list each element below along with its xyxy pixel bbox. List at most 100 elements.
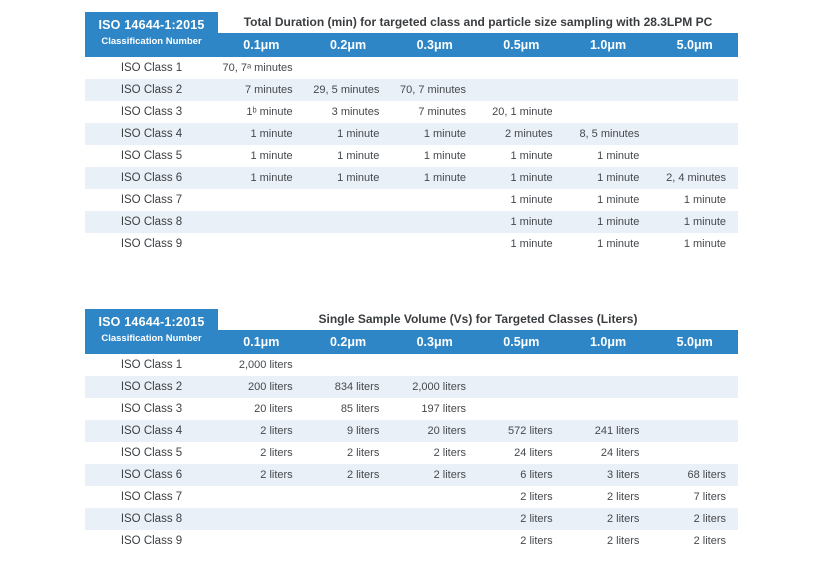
- data-cell: [565, 376, 652, 398]
- data-cell: 2 liters: [693, 535, 727, 547]
- data-cell: 2 liters: [520, 491, 553, 503]
- data-cell: 572 liters: [508, 425, 553, 437]
- data-cell: 2,000 liters: [412, 381, 467, 393]
- row-label: ISO Class 1: [120, 359, 183, 371]
- row-label: ISO Class 4: [120, 425, 183, 437]
- sample-volume-table-title: Single Sample Volume (Vs) for Targeted C…: [218, 309, 738, 330]
- data-cell: 1 minute: [597, 194, 640, 206]
- table-row: ISO Class 4 2 liters 9 liters 20 liters 572 …: [85, 420, 738, 442]
- data-cell: 2 liters: [433, 469, 467, 481]
- data-cell: [305, 211, 392, 233]
- data-cell: 20 liters: [427, 425, 467, 437]
- column-header: 1.0μm: [589, 38, 627, 52]
- table-row: ISO Class 5 1 minute 1 minute 1 minute 1 min…: [85, 145, 738, 167]
- data-cell: [305, 189, 392, 211]
- data-cell: 8, 5 minutes: [579, 128, 640, 140]
- sample-volume-column-header-bar: 0.1μm 0.2μm 0.3μm 0.5μm 1.0μm 5.0μm: [218, 330, 738, 354]
- data-cell: [391, 530, 478, 552]
- row-label: ISO Class 9: [120, 535, 183, 547]
- data-cell: 1 minute: [423, 128, 467, 140]
- data-cell: [391, 508, 478, 530]
- data-cell: 1 minute: [423, 172, 467, 184]
- data-cell: [218, 530, 305, 552]
- data-cell: 1 minute: [337, 172, 380, 184]
- table-row: ISO Class 9 1 minute 1 minute 1 minute: [85, 233, 738, 255]
- data-cell: 197 liters: [421, 403, 467, 415]
- data-cell: 85 liters: [340, 403, 380, 415]
- table-row: ISO Class 1 2,000 liters: [85, 354, 738, 376]
- data-cell: [391, 189, 478, 211]
- row-label: ISO Class 5: [120, 447, 183, 459]
- column-header: 0.5μm: [503, 38, 540, 52]
- data-cell: [478, 57, 565, 79]
- row-label: ISO Class 6: [120, 469, 183, 481]
- data-cell: 1 minute: [683, 216, 727, 228]
- data-cell: 2 liters: [260, 447, 293, 459]
- row-label: ISO Class 7: [120, 491, 183, 503]
- data-cell: 1 minute: [510, 216, 553, 228]
- data-cell: [305, 233, 392, 255]
- data-cell: [651, 442, 738, 464]
- classification-number-badge: ISO 14644-1:2015 Classification Number: [85, 12, 218, 57]
- data-cell: 2 liters: [520, 513, 553, 525]
- data-cell: [651, 79, 738, 101]
- data-cell: [478, 398, 565, 420]
- table-row: ISO Class 3 20 liters 85 liters 197 liters: [85, 398, 738, 420]
- column-header: 0.5μm: [503, 335, 540, 349]
- row-label: ISO Class 2: [120, 84, 183, 96]
- data-cell: 2 liters: [260, 425, 293, 437]
- column-header: 0.2μm: [329, 335, 367, 349]
- data-cell: 68 liters: [687, 469, 727, 481]
- data-cell: 1 minute: [337, 128, 380, 140]
- column-header: 5.0μm: [676, 335, 713, 349]
- duration-table-header: ISO 14644-1:2015 Classification Number T…: [85, 12, 738, 57]
- data-cell: [565, 398, 652, 420]
- data-cell: 2 liters: [693, 513, 727, 525]
- data-cell: 1 minute: [510, 150, 553, 162]
- data-cell: 3 liters: [606, 469, 640, 481]
- data-cell: [651, 398, 738, 420]
- row-label: ISO Class 7: [120, 194, 183, 206]
- data-cell: 3 minutes: [331, 106, 380, 118]
- table-row: ISO Class 8 1 minute 1 minute 1 minute: [85, 211, 738, 233]
- table-row: ISO Class 2 200 liters 834 liters 2,000 lit…: [85, 376, 738, 398]
- data-cell: [565, 354, 652, 376]
- data-cell: 2 minutes: [504, 128, 553, 140]
- data-cell: 6 liters: [520, 469, 553, 481]
- sample-volume-table-header: ISO 14644-1:2015 Classification Number S…: [85, 309, 738, 354]
- table-row: ISO Class 2 7 minutes 29, 5 minutes 70, 7 m…: [85, 79, 738, 101]
- data-cell: [651, 57, 738, 79]
- data-cell: 2 liters: [606, 535, 640, 547]
- data-cell: 2 liters: [346, 469, 380, 481]
- data-cell: [651, 376, 738, 398]
- data-cell: [391, 211, 478, 233]
- data-cell: [651, 354, 738, 376]
- data-cell: 1 minute: [597, 238, 640, 250]
- data-cell: 2 liters: [433, 447, 467, 459]
- data-cell: [391, 233, 478, 255]
- data-cell: [305, 354, 392, 376]
- table-row: ISO Class 1 70, 7ᵃ minutes: [85, 57, 738, 79]
- row-label: ISO Class 9: [120, 238, 183, 250]
- table-row: ISO Class 6 2 liters 2 liters 2 liters 6 lit…: [85, 464, 738, 486]
- data-cell: [651, 145, 738, 167]
- table-row: ISO Class 6 1 minute 1 minute 1 minute 1 min…: [85, 167, 738, 189]
- data-cell: 24 liters: [514, 447, 553, 459]
- row-label: ISO Class 6: [120, 172, 183, 184]
- data-cell: 7 liters: [693, 491, 727, 503]
- table-row: ISO Class 5 2 liters 2 liters 2 liters 24 li…: [85, 442, 738, 464]
- sample-volume-header-right: Single Sample Volume (Vs) for Targeted C…: [218, 309, 738, 354]
- data-cell: [218, 486, 305, 508]
- data-cell: 200 liters: [248, 381, 293, 393]
- column-header: 0.3μm: [416, 335, 453, 349]
- data-cell: [305, 486, 392, 508]
- data-cell: [305, 508, 392, 530]
- data-cell: 1 minute: [683, 238, 727, 250]
- classification-number-badge: ISO 14644-1:2015 Classification Number: [85, 309, 218, 354]
- column-header: 0.1μm: [243, 335, 280, 349]
- data-cell: 1 minute: [250, 150, 293, 162]
- sample-volume-table-body: ISO Class 1 2,000 liters ISO Class 2 200 li…: [85, 354, 738, 552]
- data-cell: [391, 57, 478, 79]
- row-label: ISO Class 3: [120, 403, 183, 415]
